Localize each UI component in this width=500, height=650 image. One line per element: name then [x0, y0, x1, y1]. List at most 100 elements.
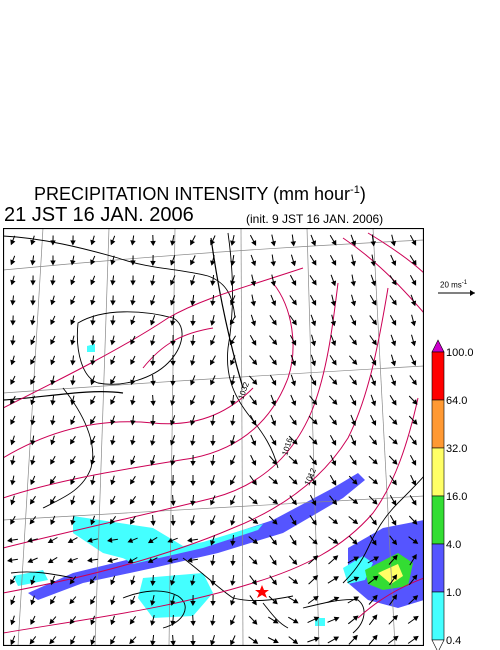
wind-arrowhead — [291, 400, 297, 406]
wind-arrowhead — [130, 579, 136, 586]
wind-arrowhead — [190, 580, 196, 586]
wind-arrowhead — [70, 259, 76, 266]
wind-arrowhead — [210, 400, 216, 406]
wind-arrowhead — [270, 280, 277, 287]
wind-arrowhead — [312, 419, 318, 425]
wind-arrowhead — [272, 598, 278, 605]
wind-arrowhead — [170, 620, 176, 627]
wind-arrowhead — [50, 280, 56, 286]
wind-arrowhead — [170, 279, 176, 286]
wind-arrowhead — [190, 440, 196, 446]
wind-arrowhead — [371, 519, 377, 526]
wind-arrowhead — [410, 320, 417, 327]
wind-arrowhead — [210, 640, 216, 646]
wind-arrowhead — [29, 498, 36, 505]
wind-arrowhead — [90, 639, 96, 646]
wind-arrowhead — [167, 557, 173, 563]
wind-arrowhead — [230, 459, 236, 466]
wind-arrowhead — [250, 260, 257, 267]
wind-arrowhead — [230, 400, 236, 407]
wind-arrowhead — [290, 260, 297, 267]
wind-arrowhead — [332, 555, 339, 561]
legend-tick-label: 16.0 — [446, 491, 467, 503]
wind-arrowhead — [291, 559, 298, 565]
wind-arrowhead — [391, 499, 397, 506]
wind-arrowhead — [130, 240, 136, 246]
wind-arrowhead — [370, 280, 377, 287]
wind-arrowhead — [69, 598, 75, 605]
wind-arrowhead — [110, 499, 116, 505]
wind-arrowhead — [292, 458, 298, 465]
wind-arrowhead — [187, 537, 193, 543]
wind-arrowhead — [90, 340, 96, 346]
wind-arrowhead — [390, 340, 397, 347]
wind-arrowhead — [90, 360, 96, 366]
wind-arrowhead — [90, 259, 96, 266]
wind-arrowhead — [90, 299, 96, 306]
wind-arrowhead — [50, 319, 56, 326]
wind-arrowhead — [70, 639, 76, 645]
wind-arrowhead — [147, 538, 154, 544]
wind-arrowhead — [27, 537, 33, 543]
wind-arrowhead — [210, 280, 216, 287]
wind-arrowhead — [30, 339, 36, 346]
wind-arrowhead — [10, 379, 16, 385]
wind-arrowhead — [150, 580, 156, 587]
wind-arrowhead — [352, 479, 358, 485]
wind-arrowhead — [190, 520, 196, 526]
wind-arrowhead — [150, 319, 156, 326]
wind-arrowhead — [130, 379, 136, 386]
wind-arrowhead — [351, 400, 357, 406]
wind-arrowhead — [229, 339, 235, 346]
wind-arrowhead — [30, 619, 36, 625]
precip-speck-north — [87, 344, 95, 352]
wind-reference-arrowhead — [470, 290, 475, 296]
legend-tick-label: 1.0 — [446, 587, 461, 599]
wind-arrowhead — [391, 574, 398, 580]
wind-arrowhead — [110, 599, 116, 606]
wind-arrowhead — [10, 279, 16, 286]
wind-arrowhead — [271, 339, 278, 346]
wind-arrowhead — [333, 576, 339, 582]
wind-arrowhead — [29, 518, 35, 525]
wind-arrowhead — [210, 480, 216, 486]
wind-arrowhead — [170, 460, 176, 466]
wind-arrowhead — [391, 419, 398, 425]
legend-tick-label: 4.0 — [446, 539, 461, 551]
wind-arrowhead — [352, 615, 359, 621]
wind-arrowhead — [411, 499, 417, 506]
wind-arrowhead — [371, 539, 377, 546]
wind-arrowhead — [412, 419, 418, 425]
wind-arrowhead — [331, 419, 337, 426]
wind-arrowhead — [150, 500, 156, 507]
wind-arrowhead — [67, 557, 74, 563]
wind-arrowhead — [311, 380, 317, 386]
wind-arrowhead — [311, 500, 317, 506]
wind-arrowhead — [210, 620, 216, 626]
wind-arrowhead — [411, 239, 417, 246]
wind-arrowhead — [7, 557, 13, 563]
wind-arrowhead — [70, 319, 76, 326]
wind-arrowhead — [350, 260, 357, 267]
wind-arrowhead — [50, 260, 56, 266]
chart-title: PRECIPITATION INTENSITY (mm hour-1) — [34, 184, 366, 204]
wind-arrowhead — [50, 498, 56, 505]
wind-arrowhead — [170, 400, 176, 406]
wind-arrowhead — [67, 538, 74, 543]
wind-arrowhead — [110, 259, 116, 266]
wind-arrowhead — [411, 360, 417, 366]
wind-arrowhead — [109, 518, 115, 525]
wind-arrowhead — [210, 379, 216, 386]
wind-arrowhead — [312, 439, 318, 445]
wind-arrowhead — [70, 240, 76, 246]
wind-arrowhead — [50, 439, 56, 446]
wind-arrowhead — [90, 459, 96, 466]
wind-arrowhead — [411, 379, 417, 386]
coastlines — [3, 232, 424, 634]
wind-arrowhead — [10, 419, 16, 425]
wind-arrowhead — [47, 558, 54, 564]
wind-arrowhead — [150, 380, 156, 387]
wind-arrowhead — [272, 618, 279, 624]
legend-under-triangle — [431, 639, 445, 650]
wind-arrowhead — [10, 579, 16, 585]
